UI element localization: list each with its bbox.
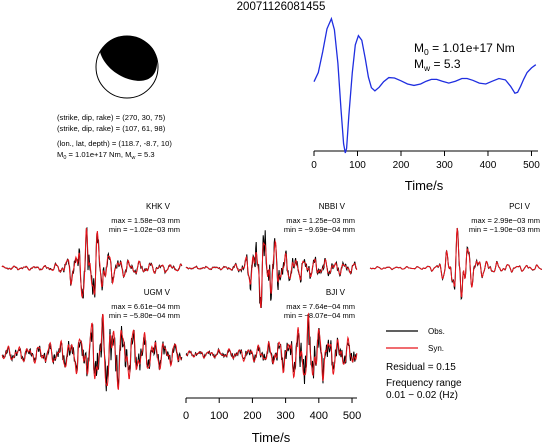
observed-trace (185, 313, 358, 385)
station-min-amplitude: min = −1.02e−03 mm (109, 225, 180, 234)
stf-curve (313, 16, 537, 154)
station-name: UGM V (144, 288, 171, 297)
figure-title: 20071126081455 (237, 1, 326, 13)
station-min-amplitude: min = −1.90e−03 mm (469, 225, 540, 234)
stf-moment-label: M0 = 1.01e+17 Nm (414, 41, 515, 57)
stf-x-tick-label: 400 (480, 160, 497, 171)
station-min-amplitude: min = −9.69e−04 mm (284, 225, 355, 234)
stf-x-ticks: 0 100 200 300 400 500 (311, 151, 540, 171)
legend-syn-label: Syn. (428, 344, 444, 353)
observed-trace (2, 313, 183, 392)
station-min-amplitude: min = −8.07e−04 mm (284, 311, 355, 320)
stf-panel: 0 100 200 300 400 500 M0 = 1.01e+17 Nm Mw = 5… (311, 16, 540, 193)
legend-obs-label: Obs. (428, 327, 445, 336)
legend: Obs. Syn. Residual = 0.15 Frequency rang… (386, 327, 462, 401)
synthetic-trace (1, 313, 182, 390)
stf-xlabel: Time/s (405, 178, 444, 193)
waveform-x-tick-label: 0 (183, 410, 189, 422)
synthetic-trace (369, 227, 542, 298)
synthetic-trace (1, 227, 183, 299)
waveform-x-tick-label: 300 (276, 410, 294, 422)
station-max-amplitude: max = 6.61e−04 mm (111, 302, 180, 311)
waveform-x-tick-label: 400 (310, 410, 328, 422)
focal-mechanism-beachball (95, 35, 159, 99)
synthetic-trace (185, 312, 358, 382)
stf-x-tick-label: 500 (523, 160, 540, 171)
stf-x-tick-label: 0 (311, 160, 317, 171)
waveform-x-tick-label: 100 (210, 410, 228, 422)
legend-residual: Residual = 0.15 (386, 362, 456, 373)
stf-x-tick-label: 300 (436, 160, 453, 171)
mechanism-moment-line: M0 = 1.01e+17 Nm, Mw = 5.3 (57, 150, 155, 161)
station-name: NBBI V (319, 202, 346, 211)
station-min-amplitude: min = −5.80e−04 mm (109, 311, 180, 320)
mechanism-sdr-line-1: (strike, dip, rake) = (270, 30, 75) (57, 113, 166, 122)
waveform-x-ticks: 0 100 200 300 400 500 (183, 398, 361, 422)
legend-frequency-range: 0.01 − 0.02 (Hz) (386, 390, 458, 401)
waveform-x-tick-label: 200 (243, 410, 261, 422)
stf-x-tick-label: 200 (393, 160, 410, 171)
station-name: KHK V (146, 202, 171, 211)
waveform-time-axis: 0 100 200 300 400 500 Time/s (183, 397, 361, 445)
synthetic-trace (185, 239, 358, 309)
waveform-xlabel: Time/s (252, 430, 291, 445)
mechanism-location-line: (lon., lat, depth) = (118.7, -8.7, 10) (57, 139, 172, 148)
stf-magnitude-label: Mw = 5.3 (414, 57, 461, 73)
waveform-x-tick-label: 500 (343, 410, 361, 422)
legend-frequency-title: Frequency range (386, 378, 462, 389)
station-max-amplitude: max = 1.25e−03 mm (286, 216, 355, 225)
station-max-amplitude: max = 1.58e−03 mm (111, 216, 180, 225)
beachball-compressional-quadrant (100, 36, 158, 81)
station-max-amplitude: max = 7.64e−04 mm (286, 302, 355, 311)
station-name: PCI V (509, 202, 531, 211)
mechanism-sdr-line-2: (strike, dip, rake) = (107, 61, 98) (57, 124, 166, 133)
stf-x-tick-label: 100 (349, 160, 366, 171)
station-max-amplitude: max = 2.99e−03 mm (471, 216, 540, 225)
station-name: BJI V (326, 288, 346, 297)
